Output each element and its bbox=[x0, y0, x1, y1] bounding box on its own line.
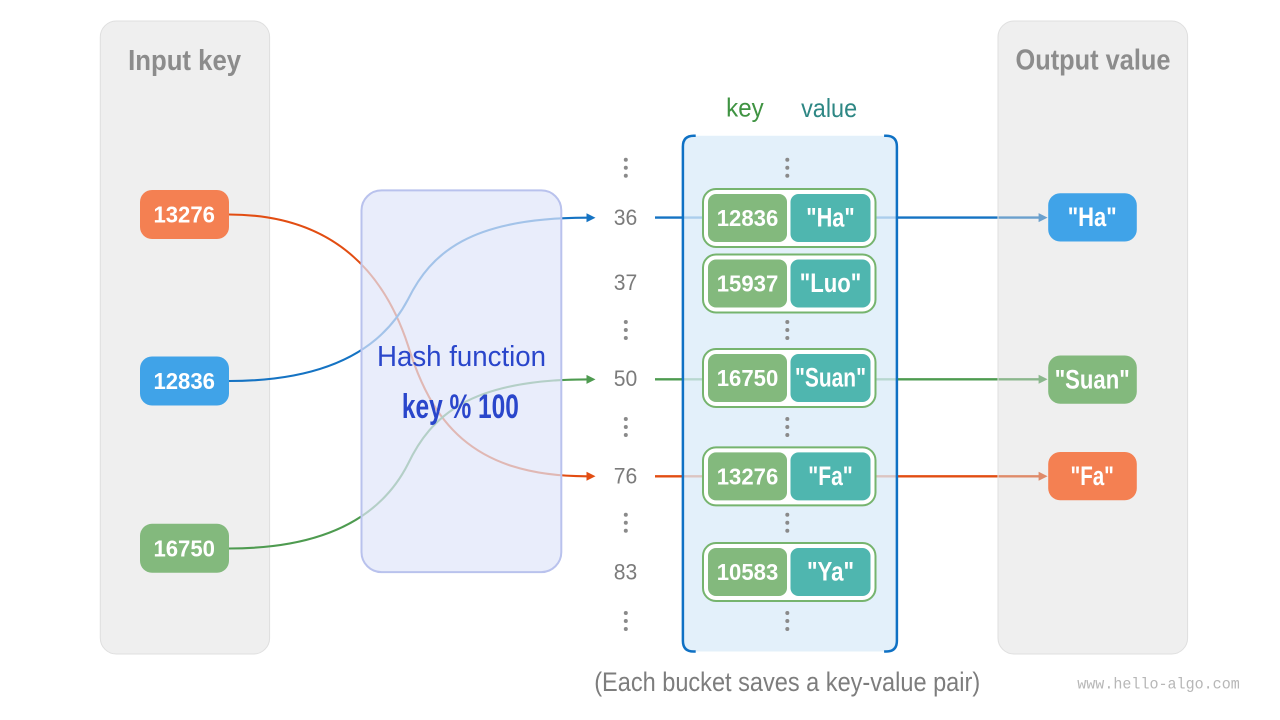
svg-text:value: value bbox=[801, 93, 857, 123]
svg-text:(Each bucket saves a key-value: (Each bucket saves a key-value pair) bbox=[594, 667, 980, 697]
svg-text:Output value: Output value bbox=[1016, 45, 1171, 77]
svg-text:16750: 16750 bbox=[717, 365, 779, 391]
svg-text:50: 50 bbox=[614, 366, 638, 391]
svg-text:"Suan": "Suan" bbox=[1055, 364, 1130, 394]
svg-text:"Ha": "Ha" bbox=[806, 203, 855, 233]
svg-text:36: 36 bbox=[614, 205, 638, 230]
svg-text:12836: 12836 bbox=[153, 368, 215, 394]
svg-text:key: key bbox=[726, 93, 764, 123]
svg-text:"Ha": "Ha" bbox=[1068, 202, 1117, 232]
svg-text:"Suan": "Suan" bbox=[795, 363, 866, 393]
svg-text:16750: 16750 bbox=[153, 535, 215, 561]
svg-text:12836: 12836 bbox=[717, 205, 779, 231]
svg-text:76: 76 bbox=[614, 464, 638, 489]
svg-text:Hash function: Hash function bbox=[377, 341, 546, 373]
svg-text:Input key: Input key bbox=[128, 45, 241, 77]
svg-text:15937: 15937 bbox=[717, 271, 779, 297]
svg-text:10583: 10583 bbox=[717, 559, 779, 585]
svg-text:key % 100: key % 100 bbox=[402, 388, 519, 426]
svg-text:83: 83 bbox=[614, 560, 638, 585]
svg-text:www.hello-algo.com: www.hello-algo.com bbox=[1077, 676, 1240, 694]
svg-text:"Luo": "Luo" bbox=[800, 268, 862, 298]
svg-text:"Fa": "Fa" bbox=[808, 461, 853, 491]
svg-text:"Ya": "Ya" bbox=[807, 557, 854, 587]
svg-text:13276: 13276 bbox=[717, 463, 779, 489]
svg-text:"Fa": "Fa" bbox=[1070, 461, 1114, 491]
svg-text:13276: 13276 bbox=[153, 202, 215, 228]
svg-text:37: 37 bbox=[614, 270, 638, 295]
